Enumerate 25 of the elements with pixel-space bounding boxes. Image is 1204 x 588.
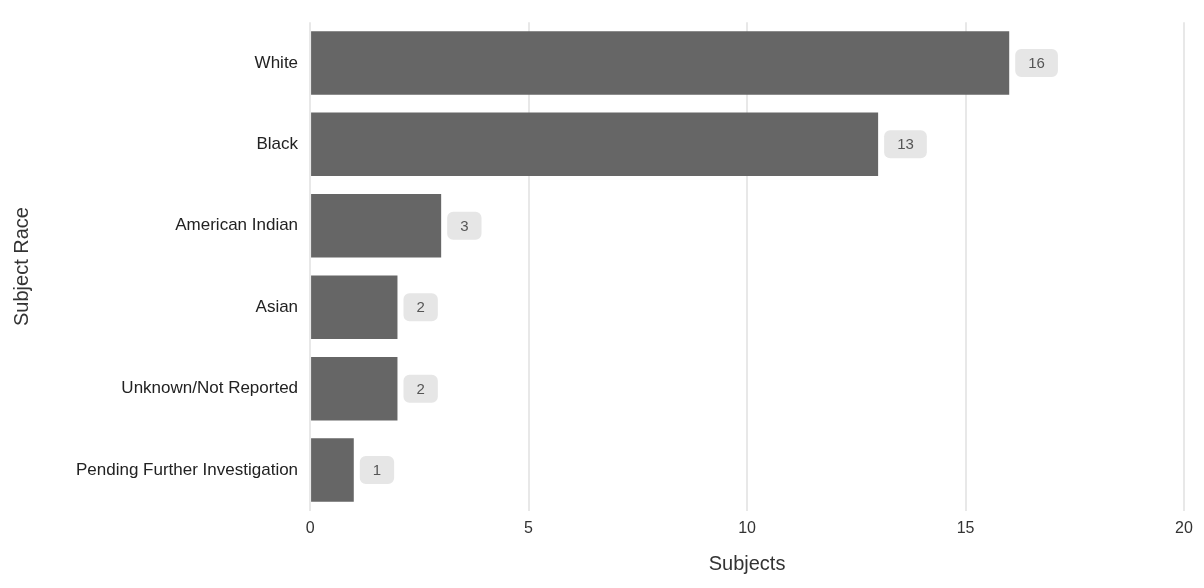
data-label: 2 bbox=[416, 379, 425, 397]
x-tick-label: 0 bbox=[305, 518, 315, 536]
x-axis-title: Subjects bbox=[708, 551, 786, 574]
data-label: 16 bbox=[1028, 54, 1045, 72]
x-tick-label: 10 bbox=[738, 518, 757, 536]
x-tick-label: 15 bbox=[956, 518, 975, 536]
x-tick-label: 5 bbox=[524, 518, 534, 536]
bar bbox=[311, 356, 398, 421]
y-tick-label: Asian bbox=[255, 296, 299, 316]
bar bbox=[311, 112, 879, 177]
bar bbox=[311, 438, 354, 502]
y-tick-label: Unknown/Not Reported bbox=[121, 378, 299, 398]
data-label: 1 bbox=[372, 461, 382, 479]
x-tick-label: 20 bbox=[1175, 518, 1193, 536]
bar bbox=[311, 275, 398, 339]
data-label: 3 bbox=[460, 216, 469, 234]
data-label: 2 bbox=[416, 298, 425, 316]
y-axis-title: Subject Race bbox=[9, 207, 32, 326]
bar bbox=[311, 31, 1010, 95]
data-label: 13 bbox=[897, 135, 914, 153]
y-tick-label: Pending Further Investigation bbox=[75, 459, 299, 479]
y-tick-label: White bbox=[254, 52, 299, 72]
y-tick-label: American Indian bbox=[175, 215, 299, 235]
bar bbox=[311, 194, 442, 258]
y-tick-label: Black bbox=[256, 134, 299, 154]
